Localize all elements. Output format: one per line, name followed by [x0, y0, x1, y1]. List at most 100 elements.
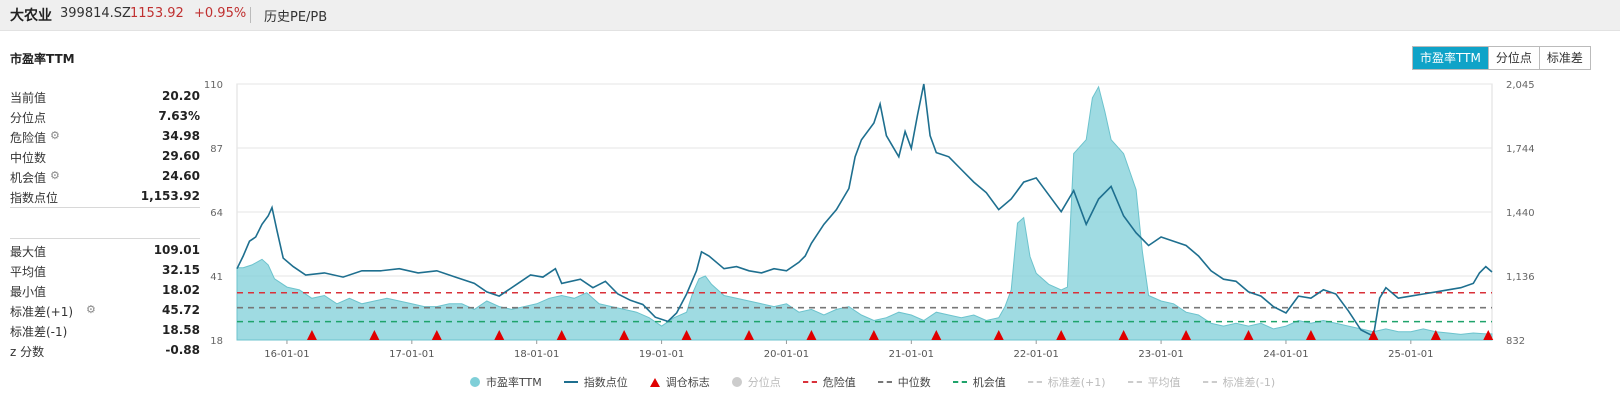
legend-item[interactable]: 标准差(+1)	[1027, 374, 1106, 390]
x-tick-label: 22-01-01	[1014, 349, 1059, 360]
rebalance-marker	[806, 330, 817, 340]
gear-icon[interactable]: ⚙	[50, 169, 60, 182]
index-change: +0.95%	[194, 6, 247, 21]
rebalance-marker	[1118, 330, 1129, 340]
chart-legend: 市盈率TTM 指数点位 调仓标志 分位点 危险值 中位数 机会值 标准差(+1) 平均值 标准差(…	[470, 374, 1297, 390]
stat-label: 危险值	[10, 131, 47, 145]
rebalance-marker	[681, 330, 692, 340]
x-tick-label: 21-01-01	[889, 349, 934, 360]
legend-item[interactable]: 分位点	[731, 374, 781, 390]
legend-item[interactable]: 危险值	[802, 374, 856, 390]
stat-label: 分位点	[10, 111, 47, 125]
legend-item[interactable]: 调仓标志	[649, 374, 710, 390]
rebalance-marker	[306, 330, 317, 340]
rebalance-marker	[1305, 330, 1316, 340]
stats-panel-top: 当前值 20.20 分位点 7.63% 危险值 34.98 ⚙ 中位数 29.60 机会值 24.6…	[10, 87, 200, 207]
legend-item[interactable]: 中位数	[877, 374, 931, 390]
line-icon	[877, 381, 892, 383]
legend-item[interactable]: 指数点位	[563, 374, 628, 390]
top-bar: 大农业 399814.SZ 1153.92 +0.95% 历史PE/PB	[0, 0, 1620, 31]
stat-label: 最小值	[10, 285, 47, 299]
rebalance-marker	[369, 330, 380, 340]
stat-row: 指数点位 1,153.92	[10, 187, 200, 207]
rebalance-marker	[1368, 330, 1379, 340]
stat-value: 7.63%	[158, 109, 200, 123]
legend-item[interactable]: 平均值	[1127, 374, 1181, 390]
stat-value: 29.60	[162, 149, 200, 163]
index-price: 1153.92	[130, 6, 184, 21]
history-pe-pb-link[interactable]: 历史PE/PB	[264, 10, 328, 25]
stat-value: 20.20	[162, 89, 200, 103]
rebalance-marker	[556, 330, 567, 340]
stat-label: 中位数	[10, 151, 47, 165]
y-left-tick-label: 18	[210, 336, 223, 347]
y-left-tick-label: 87	[210, 144, 223, 155]
stat-value: 24.60	[162, 169, 200, 183]
tab-std-dev[interactable]: 标准差	[1538, 47, 1590, 69]
tab-pe-ttm[interactable]: 市盈率TTM	[1413, 47, 1488, 69]
stat-row: 危险值 34.98 ⚙	[10, 127, 200, 147]
legend-label: 指数点位	[583, 376, 628, 389]
stat-value: 18.58	[162, 323, 200, 337]
x-tick-label: 18-01-01	[514, 349, 559, 360]
separator	[250, 7, 251, 23]
rebalance-marker	[931, 330, 942, 340]
y-right-tick-label: 2,045	[1506, 80, 1535, 91]
rebalance-marker	[1483, 330, 1494, 340]
rebalance-marker	[1056, 330, 1067, 340]
stat-row: 当前值 20.20	[10, 87, 200, 107]
x-tick-label: 24-01-01	[1263, 349, 1308, 360]
stat-value: 45.72	[162, 303, 200, 317]
stats-panel-bottom: 最大值 109.01 平均值 32.15 最小值 18.02 标准差(+1) 45.72 ⚙ 标准…	[10, 241, 200, 361]
stat-label: 最大值	[10, 245, 47, 259]
legend-item[interactable]: 市盈率TTM	[470, 374, 542, 390]
rebalance-marker	[743, 330, 754, 340]
rebalance-marker	[1430, 330, 1441, 340]
stat-value: 18.02	[162, 283, 200, 297]
stat-label: 标准差(+1)	[10, 305, 74, 319]
x-tick-label: 20-01-01	[764, 349, 809, 360]
dot-icon	[470, 377, 480, 387]
legend-label: 分位点	[747, 376, 781, 389]
x-tick-label: 17-01-01	[389, 349, 434, 360]
rebalance-marker	[1243, 330, 1254, 340]
line-icon	[1027, 381, 1042, 383]
legend-label: 标准差(-1)	[1222, 376, 1276, 389]
rebalance-marker	[1181, 330, 1192, 340]
line-icon	[563, 381, 578, 383]
index-name: 大农业	[10, 8, 52, 24]
stat-label: z 分数	[10, 345, 45, 359]
stats-divider	[10, 207, 200, 208]
line-icon	[1202, 381, 1217, 383]
index-code: 399814.SZ	[60, 6, 131, 21]
stat-row: 最大值 109.01	[10, 241, 200, 261]
legend-label: 中位数	[897, 376, 931, 389]
legend-item[interactable]: 标准差(-1)	[1202, 374, 1276, 390]
rebalance-marker	[868, 330, 879, 340]
rebalance-marker	[619, 330, 630, 340]
tab-percentile[interactable]: 分位点	[1487, 47, 1539, 69]
rebalance-marker	[431, 330, 442, 340]
legend-label: 调仓标志	[665, 376, 710, 389]
line-icon	[1127, 381, 1142, 383]
stat-label: 机会值	[10, 171, 47, 185]
gear-icon[interactable]: ⚙	[86, 303, 96, 316]
y-right-tick-label: 1,440	[1506, 208, 1535, 219]
stat-label: 当前值	[10, 91, 47, 105]
stat-value: 109.01	[153, 243, 200, 257]
stat-row: 机会值 24.60 ⚙	[10, 167, 200, 187]
stat-label: 标准差(-1)	[10, 325, 68, 339]
stat-value: 34.98	[162, 129, 200, 143]
stat-row: 最小值 18.02	[10, 281, 200, 301]
stat-row: 平均值 32.15	[10, 261, 200, 281]
x-tick-label: 23-01-01	[1138, 349, 1183, 360]
y-left-tick-label: 110	[204, 80, 223, 91]
gear-icon[interactable]: ⚙	[50, 129, 60, 142]
stat-value: 32.15	[162, 263, 200, 277]
stat-row: 标准差(-1) 18.58	[10, 321, 200, 341]
rebalance-marker	[494, 330, 505, 340]
dot-icon	[731, 377, 742, 387]
legend-label: 危险值	[822, 376, 856, 389]
stat-value: -0.88	[165, 343, 200, 357]
legend-item[interactable]: 机会值	[952, 374, 1006, 390]
